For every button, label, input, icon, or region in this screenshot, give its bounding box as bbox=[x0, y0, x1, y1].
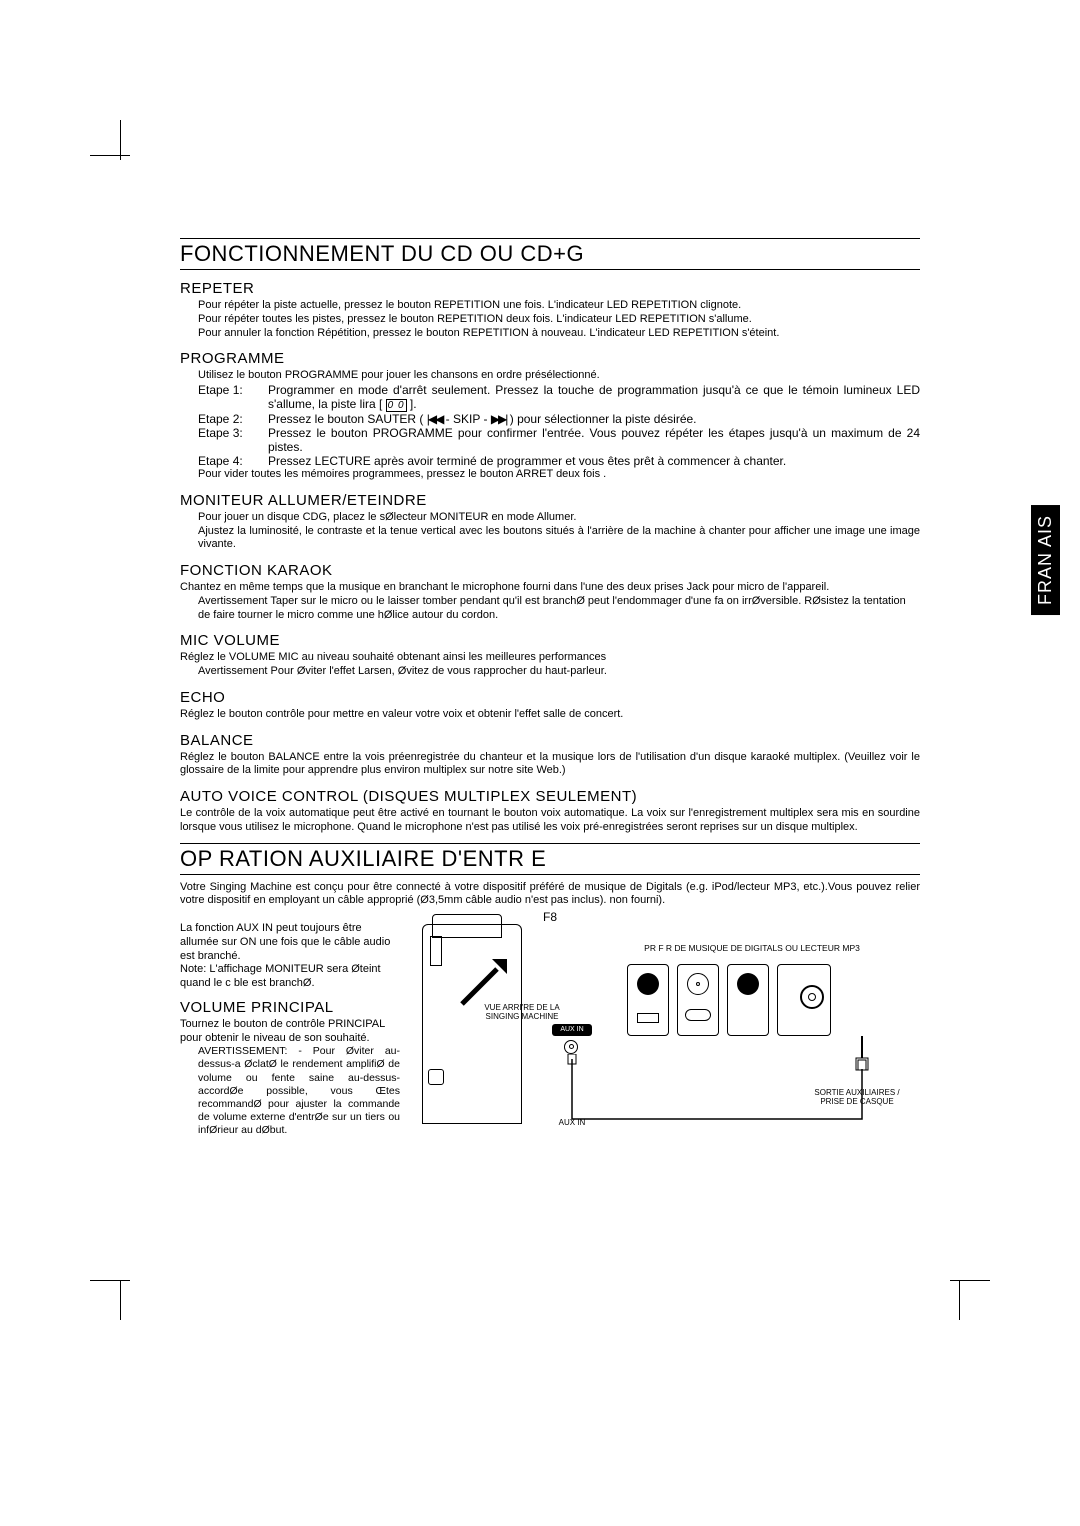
machine-port bbox=[428, 1069, 444, 1085]
machine-detail bbox=[430, 936, 442, 966]
connection-diagram: VUE ARRI'RE DE LA SINGING MACHINE AUX IN… bbox=[412, 914, 920, 1174]
page-number: F8 bbox=[180, 910, 920, 924]
subheading-micvol: MIC VOLUME bbox=[180, 632, 920, 649]
body-text: Pour répéter la piste actuelle, pressez … bbox=[180, 299, 920, 313]
text: - SKIP - bbox=[446, 412, 488, 426]
body-text: Ajustez la luminosité, le contraste et l… bbox=[180, 525, 920, 553]
step-text: Pressez LECTURE après avoir terminé de p… bbox=[268, 454, 920, 468]
body-text: Tournez le bouton de contrôle PRINCIPAL … bbox=[180, 1018, 400, 1046]
subheading-avc: AUTO VOICE CONTROL (DISQUES MULTIPLEX SE… bbox=[180, 788, 920, 805]
body-text: Pour vider toutes les mémoires programme… bbox=[180, 468, 920, 482]
step-row: Etape 1: Programmer en mode d'arrêt seul… bbox=[180, 383, 920, 412]
section-heading-aux: OP RATION AUXILIAIRE D'ENTR E bbox=[180, 843, 920, 875]
crop-mark bbox=[120, 120, 121, 160]
body-text: Avertissement Pour Øviter l'effet Larsen… bbox=[180, 665, 920, 679]
device-outline bbox=[627, 964, 669, 1036]
step-label: Etape 2: bbox=[198, 412, 268, 426]
subheading-moniteur: MONITEUR ALLUMER/ETEINDRE bbox=[180, 492, 920, 509]
body-text: Réglez le VOLUME MIC au niveau souhaité … bbox=[180, 651, 920, 665]
body-text: Le contrôle de la voix automatique peut … bbox=[180, 807, 920, 835]
language-tab: FRAN AIS bbox=[1031, 505, 1060, 615]
skip-back-icon: |◀◀ bbox=[427, 412, 443, 426]
subheading-programme: PROGRAMME bbox=[180, 350, 920, 367]
aux-columns: La fonction AUX IN peut toujours être al… bbox=[180, 914, 920, 1174]
crop-mark bbox=[120, 1280, 121, 1320]
device-outline bbox=[677, 964, 719, 1036]
step-row: Etape 2: Pressez le bouton SAUTER ( |◀◀ … bbox=[180, 412, 920, 426]
step-label: Etape 4: bbox=[198, 454, 268, 468]
step-text: Programmer en mode d'arrêt seulement. Pr… bbox=[268, 383, 920, 412]
auxin-badge: AUX IN bbox=[552, 1024, 592, 1036]
subheading-echo: ECHO bbox=[180, 689, 920, 706]
subheading-repeter: REPETER bbox=[180, 280, 920, 297]
step-text: Pressez le bouton SAUTER ( |◀◀ - SKIP - … bbox=[268, 412, 920, 426]
crop-mark bbox=[90, 1280, 130, 1281]
body-text: Pour répéter toutes les pistes, pressez … bbox=[180, 313, 920, 327]
diagram-label-output: SORTIE AUXILIAIRES / PRISE DE CASQUE bbox=[802, 1089, 912, 1107]
step-row: Etape 4: Pressez LECTURE après avoir ter… bbox=[180, 454, 920, 468]
crop-mark bbox=[90, 155, 130, 156]
crop-mark bbox=[959, 1280, 960, 1320]
diagram-label-device: PR F R DE MUSIQUE DE DIGITALS OU LECTEUR… bbox=[612, 944, 892, 953]
body-text: La fonction AUX IN peut toujours être al… bbox=[180, 922, 400, 963]
subheading-volume: VOLUME PRINCIPAL bbox=[180, 999, 400, 1016]
text: Programmer en mode d'arrêt seulement. Pr… bbox=[268, 383, 920, 411]
body-text: Pour jouer un disque CDG, placez le sØle… bbox=[180, 511, 920, 525]
jack-icon bbox=[842, 1036, 882, 1076]
skip-forward-icon: ▶▶| bbox=[491, 412, 507, 426]
text: Pressez le bouton SAUTER ( bbox=[268, 412, 423, 426]
crop-mark bbox=[950, 1280, 990, 1281]
body-text: Avertissement Taper sur le micro ou le l… bbox=[180, 595, 920, 623]
step-row: Etape 3: Pressez le bouton PROGRAMME pou… bbox=[180, 426, 920, 454]
text: ) pour sélectionner la piste désirée. bbox=[510, 412, 697, 426]
subheading-karaok: FONCTION KARAOK bbox=[180, 562, 920, 579]
step-label: Etape 3: bbox=[198, 426, 268, 454]
aux-jack bbox=[564, 1040, 578, 1054]
subheading-balance: BALANCE bbox=[180, 732, 920, 749]
device-outline bbox=[727, 964, 769, 1036]
diagram-label-auxin: AUX IN bbox=[542, 1119, 602, 1128]
device-outline bbox=[777, 964, 831, 1036]
text: ]. bbox=[410, 397, 417, 411]
body-text: Note: L'affichage MONITEUR sera Øteint q… bbox=[180, 963, 400, 991]
step-label: Etape 1: bbox=[198, 383, 268, 412]
display-digits: 0 0 bbox=[386, 399, 407, 412]
section-heading-cd: FONCTIONNEMENT DU CD OU CD+G bbox=[180, 238, 920, 270]
body-text: Utilisez le bouton PROGRAMME pour jouer … bbox=[180, 369, 920, 383]
body-text: Réglez le bouton BALANCE entre la vois p… bbox=[180, 751, 920, 779]
body-text: Votre Singing Machine est conçu pour êtr… bbox=[180, 881, 920, 909]
body-text: Réglez le bouton contrôle pour mettre en… bbox=[180, 708, 920, 722]
step-text: Pressez le bouton PROGRAMME pour confirm… bbox=[268, 426, 920, 454]
diagram-label-machine: VUE ARRI'RE DE LA SINGING MACHINE bbox=[472, 1004, 572, 1022]
page-content: FONCTIONNEMENT DU CD OU CD+G REPETER Pou… bbox=[180, 230, 920, 1174]
body-text: AVERTISSEMENT: - Pour Øviter au-dessus-a… bbox=[180, 1045, 400, 1137]
aux-left-column: La fonction AUX IN peut toujours être al… bbox=[180, 914, 400, 1174]
body-text: Pour annuler la fonction Répétition, pre… bbox=[180, 327, 920, 341]
body-text: Chantez en même temps que la musique en … bbox=[180, 581, 920, 595]
